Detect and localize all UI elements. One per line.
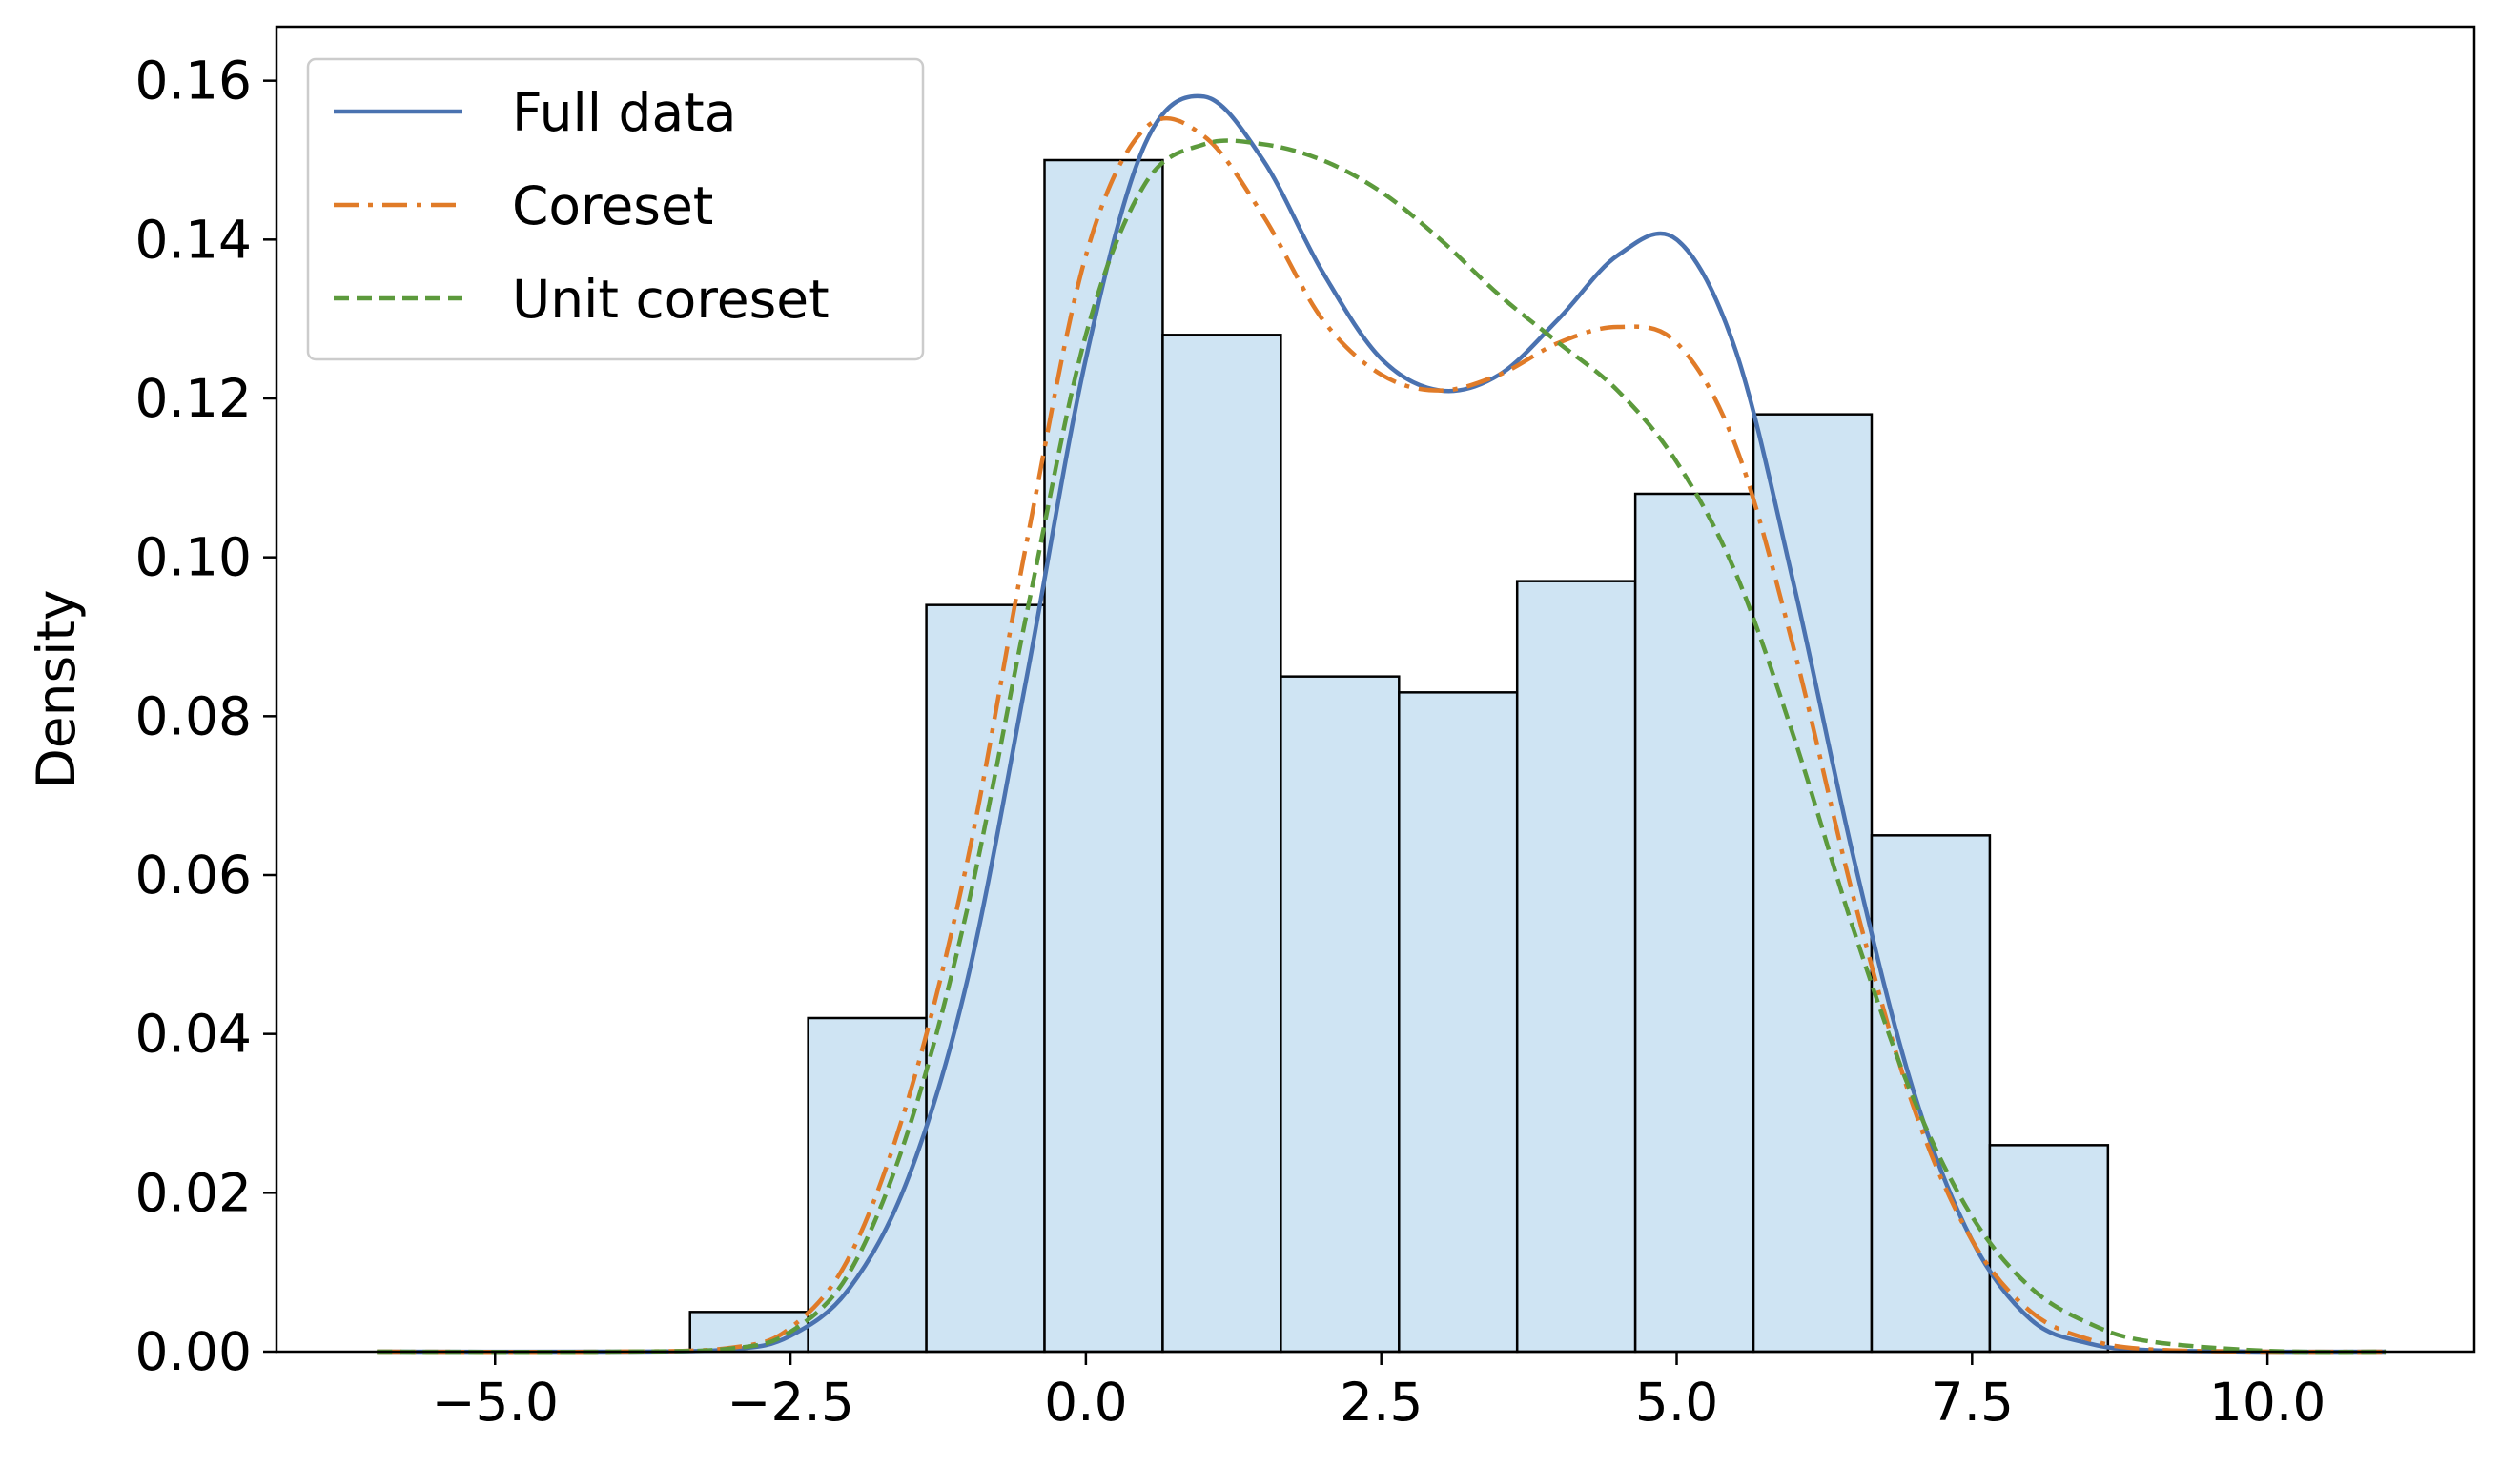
x-axis-ticks: −5.0 −2.5 0.0 2.5 5.0 7.5 10.0 [431, 1352, 2325, 1433]
series-line-unit-coreset [377, 138, 2387, 1355]
histogram-bar-7 [1515, 580, 1637, 1354]
y-axis-label: Density [26, 589, 87, 788]
histogram-bar-11 [1988, 1144, 2110, 1354]
y-tick-label: 0.10 [135, 527, 252, 588]
histogram-bar-8 [1633, 492, 1755, 1354]
y-tick-label: 0.14 [135, 209, 252, 270]
histogram-bar-4 [1161, 334, 1282, 1354]
histogram-bar-6 [1398, 691, 1519, 1354]
legend: Full data Coreset Unit coreset [306, 57, 925, 361]
plot-frame [275, 25, 2476, 1354]
legend-entry-label: Coreset [512, 175, 713, 236]
histogram-bar-5 [1280, 675, 1401, 1354]
y-tick-label: 0.00 [135, 1321, 252, 1382]
histogram-bar-2 [925, 603, 1046, 1354]
x-tick-label: 2.5 [1340, 1372, 1423, 1433]
y-tick-label: 0.16 [135, 51, 252, 112]
histogram-bar-10 [1870, 834, 1992, 1354]
histogram-bar-3 [1043, 158, 1164, 1354]
y-tick-label: 0.08 [135, 685, 252, 746]
series-line-coreset [377, 115, 2387, 1355]
y-tick-label: 0.02 [135, 1162, 252, 1223]
legend-entry-label: Unit coreset [512, 269, 830, 330]
density-curves [377, 93, 2387, 1355]
legend-box [306, 57, 925, 361]
y-tick-label: 0.06 [135, 845, 252, 906]
histogram-bars [688, 158, 2110, 1354]
y-tick-label: 0.04 [135, 1004, 252, 1065]
x-tick-label: 0.0 [1044, 1372, 1127, 1433]
x-tick-label: 5.0 [1635, 1372, 1718, 1433]
x-tick-label: −5.0 [431, 1372, 559, 1433]
y-axis-ticks: 0.00 0.02 0.04 0.06 0.08 0.10 0.12 0.14 0.16 [135, 51, 277, 1382]
y-tick-label: 0.12 [135, 368, 252, 429]
x-tick-label: 10.0 [2209, 1372, 2325, 1433]
legend-entry-label: Full data [512, 82, 736, 143]
x-tick-label: 7.5 [1931, 1372, 2014, 1433]
x-tick-label: −2.5 [727, 1372, 854, 1433]
